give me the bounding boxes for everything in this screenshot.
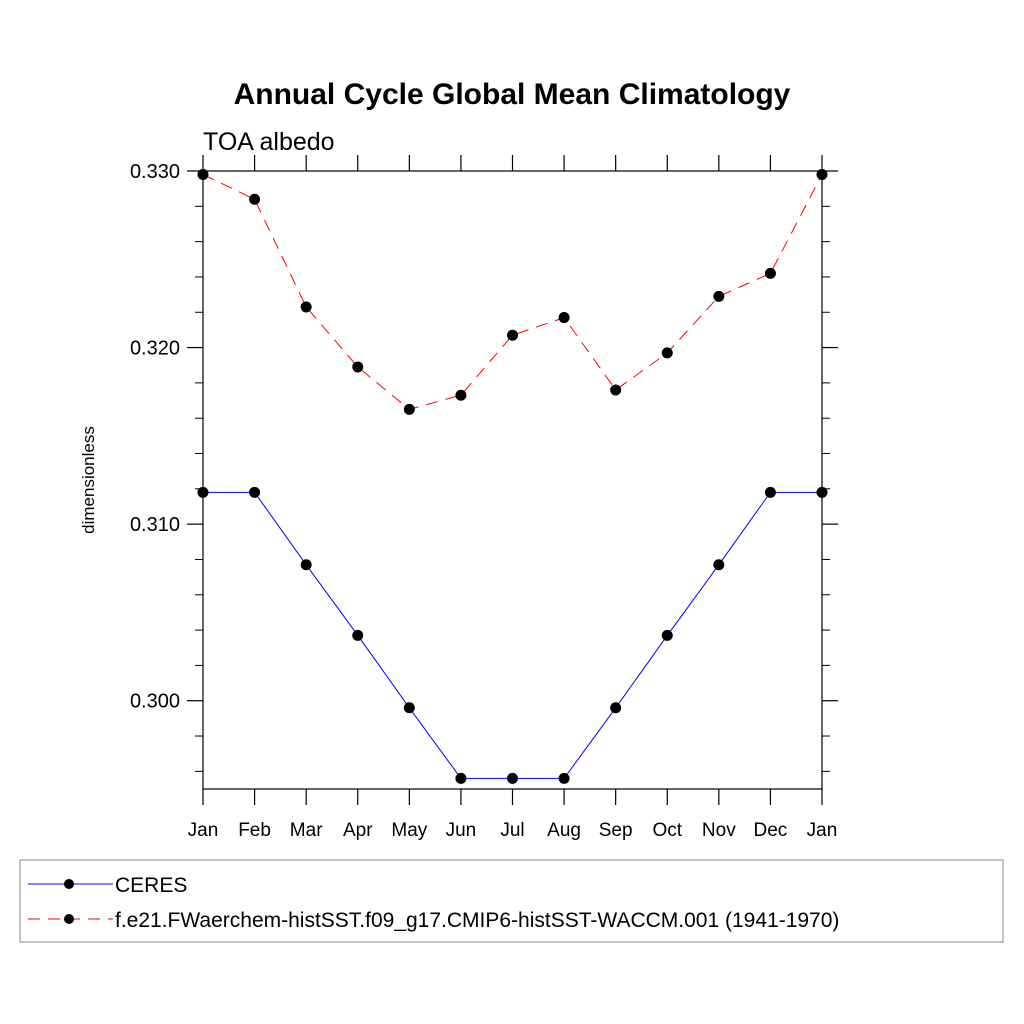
series-line-1 xyxy=(202,174,823,410)
x-tick-label: Oct xyxy=(652,820,682,841)
legend-label-model: f.e21.FWaerchem-histSST.f09_g17.CMIP6-hi… xyxy=(115,909,839,932)
x-tick-label: Jul xyxy=(500,820,524,841)
data-point-s1-10 xyxy=(713,290,725,302)
data-point-s0-4 xyxy=(403,702,415,714)
series-markers xyxy=(197,169,828,784)
chart-title: Annual Cycle Global Mean Climatology xyxy=(234,78,791,111)
data-point-s0-5 xyxy=(455,772,467,784)
x-tick-label: Aug xyxy=(547,820,581,841)
data-point-s1-9 xyxy=(661,347,673,359)
series-lines xyxy=(202,174,823,779)
data-point-s0-2 xyxy=(300,559,312,571)
x-tick-label: Nov xyxy=(702,820,736,841)
data-point-s0-1 xyxy=(249,486,261,498)
data-point-s1-4 xyxy=(403,403,415,415)
data-point-s0-3 xyxy=(352,629,364,641)
data-point-s1-3 xyxy=(352,361,364,373)
data-point-s0-10 xyxy=(713,559,725,571)
data-point-s1-1 xyxy=(249,193,261,205)
y-axis-label: dimensionless xyxy=(79,426,98,534)
y-tick-label: 0.320 xyxy=(130,338,180,360)
x-tick-label: Jan xyxy=(807,820,838,841)
data-point-s1-5 xyxy=(455,389,467,401)
data-point-s1-6 xyxy=(507,329,518,341)
x-tick-label: Dec xyxy=(754,820,788,841)
plot-frame xyxy=(202,170,823,790)
data-point-s0-7 xyxy=(558,772,570,784)
y-tick-label: 0.330 xyxy=(130,161,180,183)
x-tick-label: Jan xyxy=(188,820,219,841)
data-point-s0-9 xyxy=(661,629,673,641)
data-point-s0-12 xyxy=(816,486,828,498)
x-tick-label: Mar xyxy=(290,820,323,841)
minor-ticks xyxy=(195,205,830,772)
data-point-s0-11 xyxy=(764,486,776,498)
data-point-s0-6 xyxy=(507,772,518,784)
y-tick-labels: 0.300 0.310 0.320 0.330 xyxy=(130,161,180,713)
legend-marker-ceres xyxy=(64,879,74,889)
x-tick-label: Jun xyxy=(446,820,477,841)
data-point-s1-11 xyxy=(764,267,776,279)
data-point-s0-8 xyxy=(610,702,622,714)
y-tick-label: 0.310 xyxy=(130,514,180,536)
y-tick-label: 0.300 xyxy=(130,691,180,713)
data-point-s1-7 xyxy=(558,312,570,324)
data-point-s1-8 xyxy=(610,384,622,396)
data-point-s1-2 xyxy=(300,301,312,313)
x-tick-label: Apr xyxy=(343,820,373,841)
legend-box xyxy=(19,859,1004,943)
data-point-s1-12 xyxy=(816,169,828,181)
major-ticks xyxy=(187,155,838,805)
x-tick-label: Feb xyxy=(238,820,271,841)
series-line-0 xyxy=(203,491,822,779)
chart-subtitle: TOA albedo xyxy=(203,128,335,156)
data-point-s1-0 xyxy=(197,169,209,181)
x-tick-label: Sep xyxy=(599,820,633,841)
data-point-s0-0 xyxy=(197,486,209,498)
legend-label-ceres: CERES xyxy=(115,874,187,897)
x-tick-labels: Jan Feb Mar Apr May Jun Jul Aug Sep Oct Nov Dec Jan xyxy=(188,820,838,841)
legend-marker-model xyxy=(64,914,74,924)
x-tick-label: May xyxy=(391,820,427,841)
